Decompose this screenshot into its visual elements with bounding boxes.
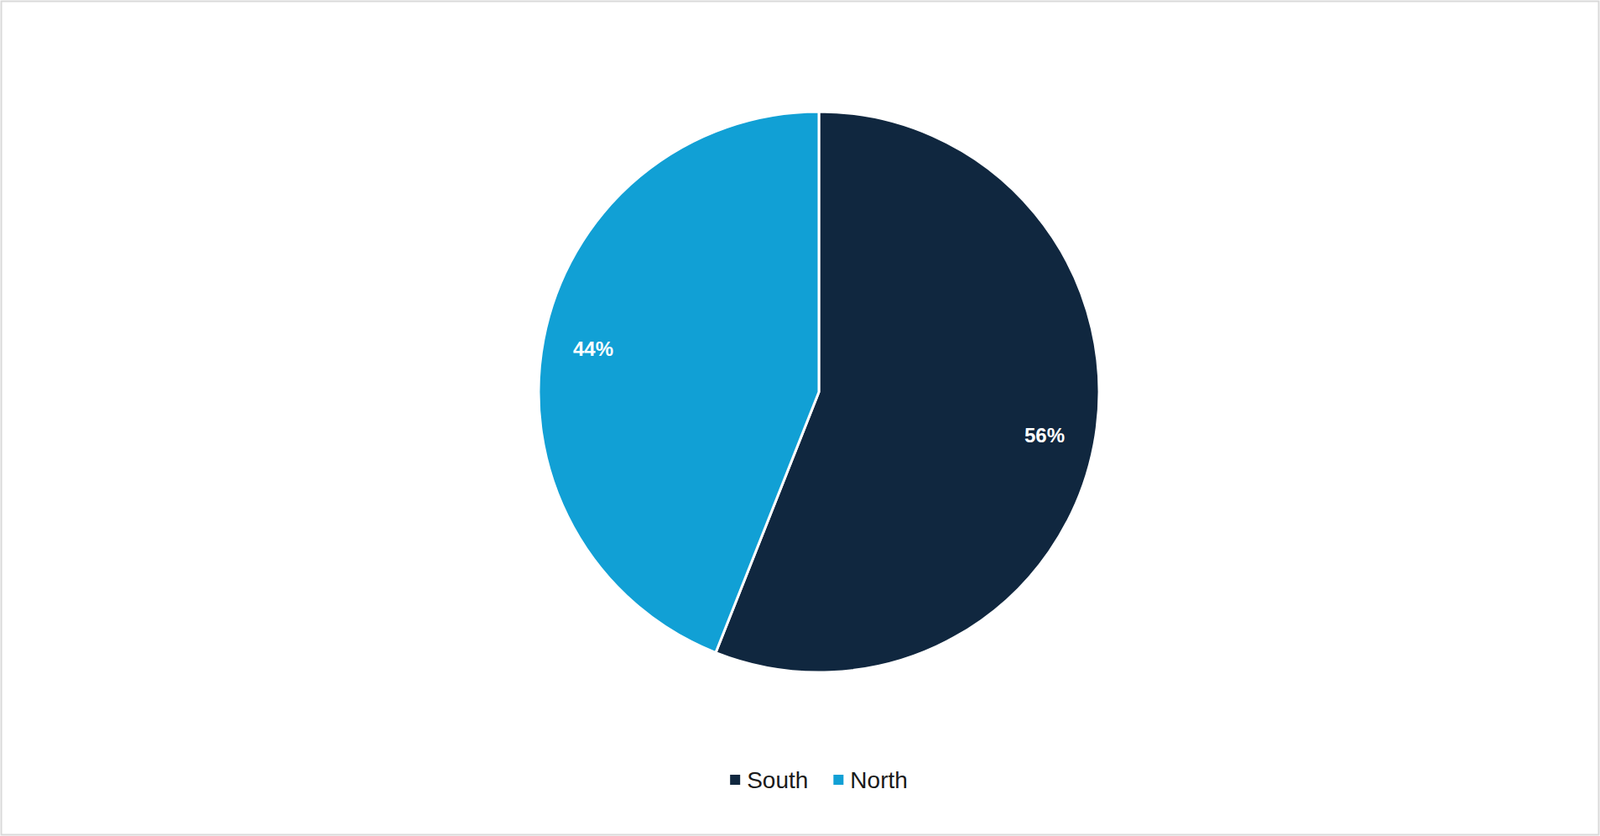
data-label: 56% [1024,423,1065,447]
data-label: 44% [573,337,614,360]
chart: 56% 44% South North [0,0,1600,836]
legend-item: North [833,766,907,793]
legend: South North [729,766,908,793]
legend-swatch [729,774,741,785]
frame [1,1,1600,835]
slice [538,111,819,653]
legend-label: North [849,766,907,793]
data-labels: 56% 44% [573,337,1065,447]
pie [538,111,1100,673]
legend-swatch [833,774,844,785]
legend-item: South [729,766,808,793]
legend-label: South [746,766,808,793]
